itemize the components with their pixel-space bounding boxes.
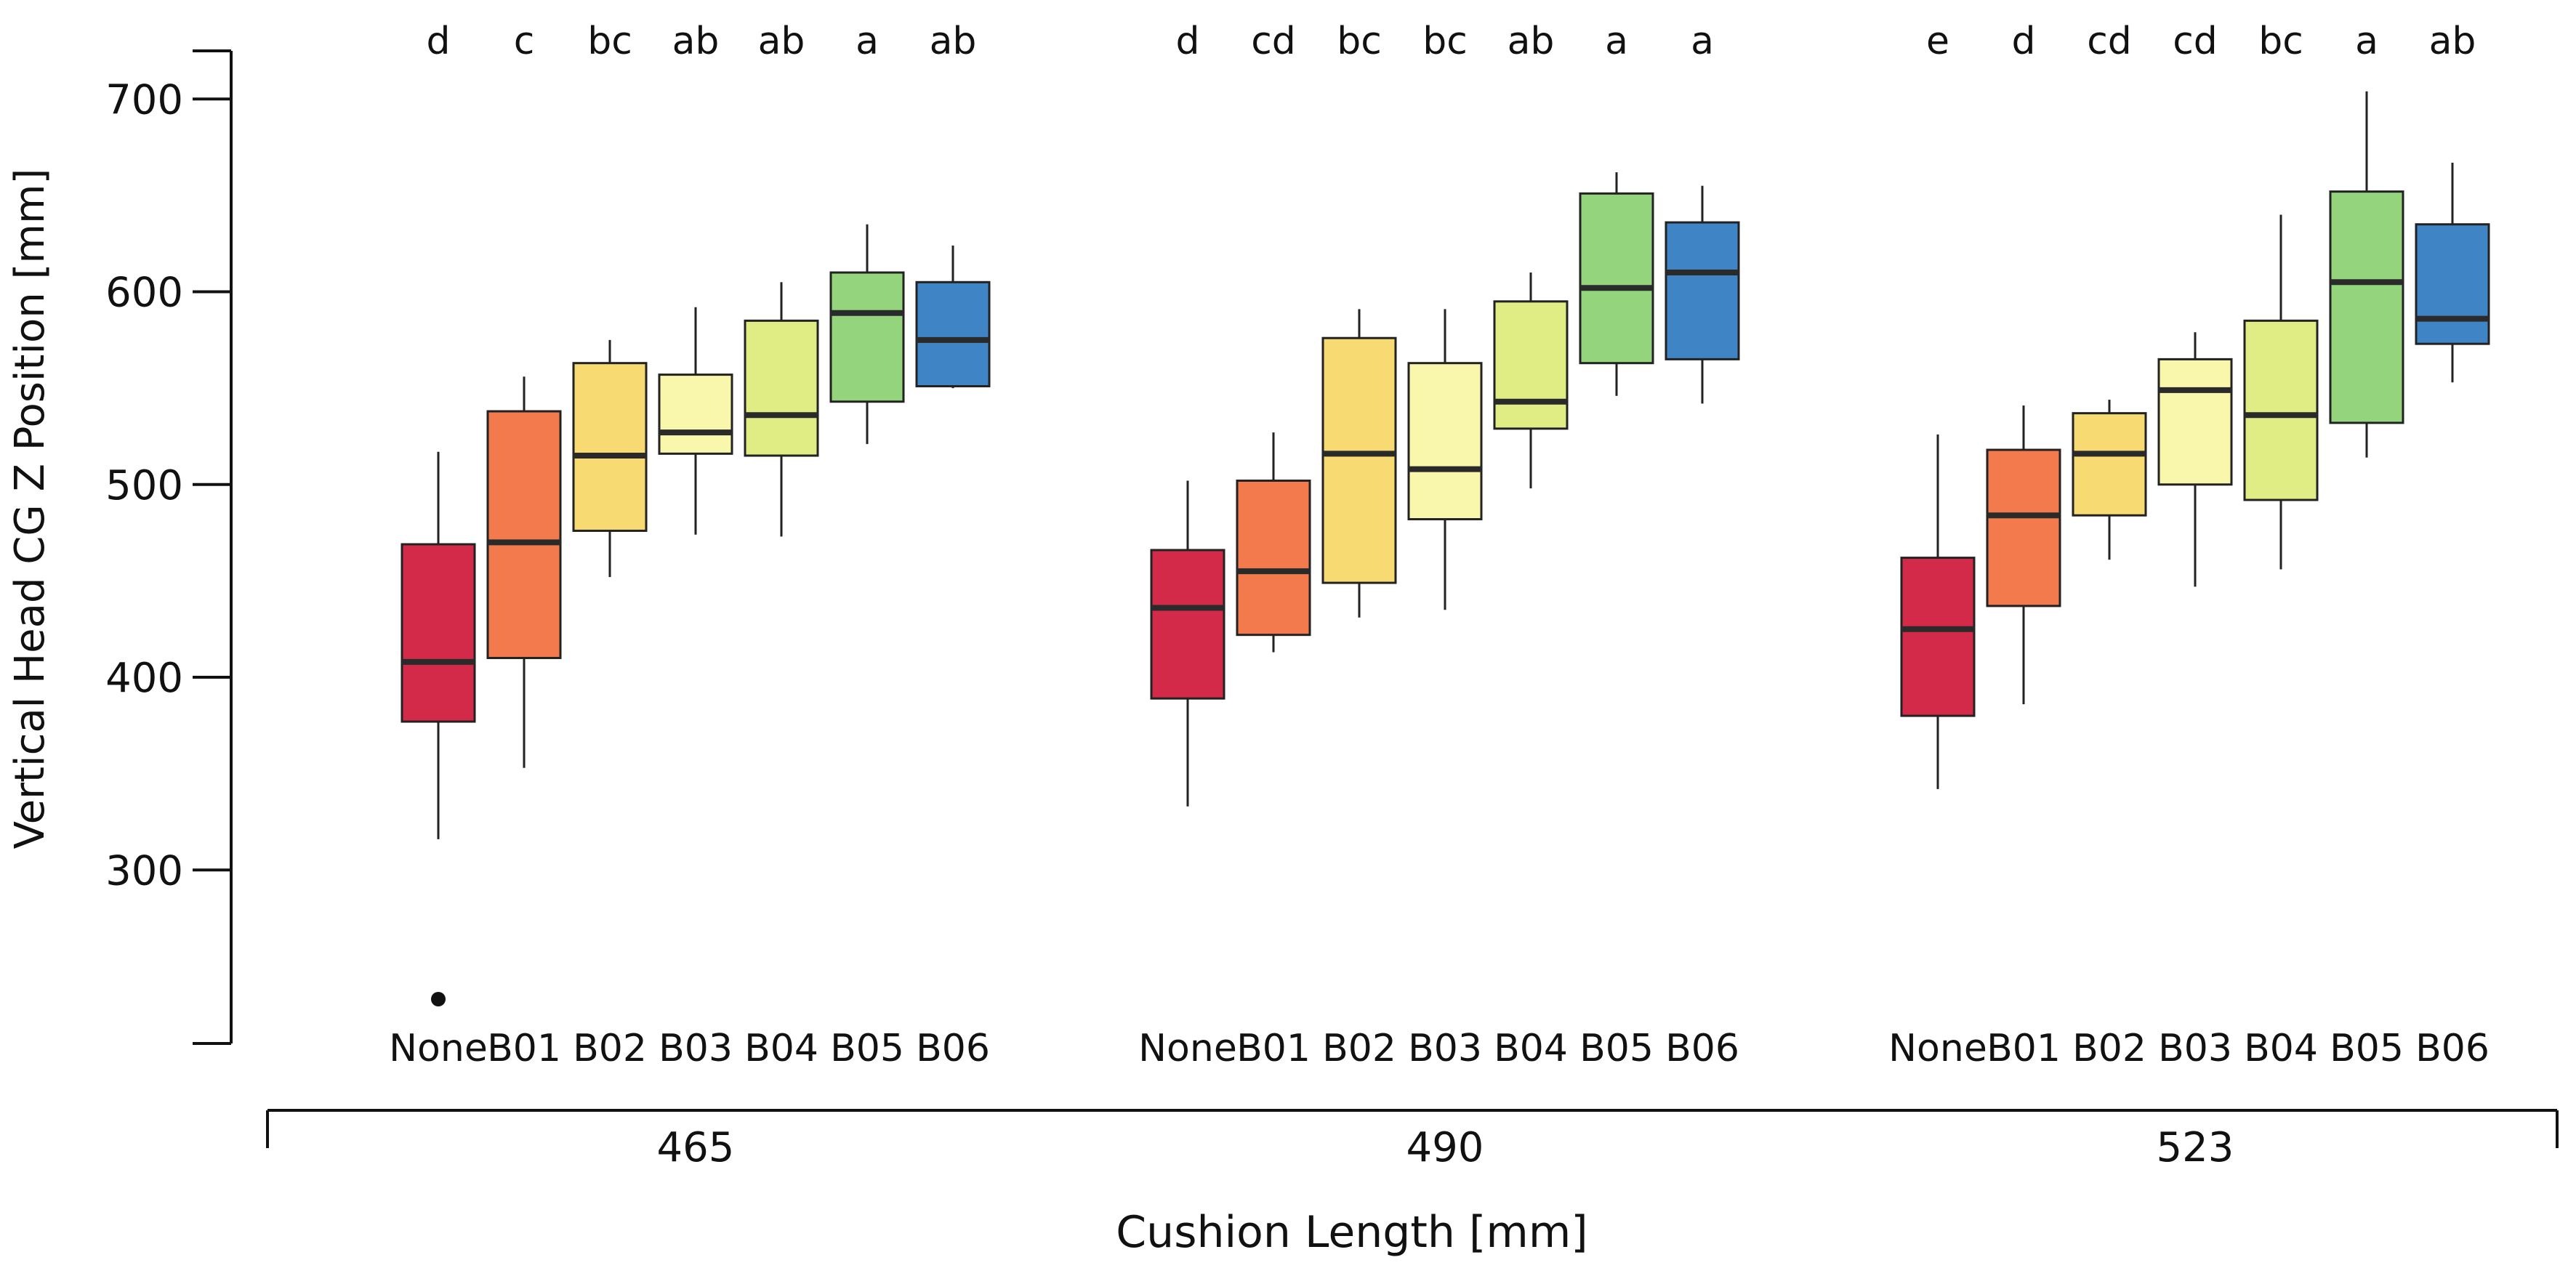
y-tick-label-300: 300 <box>105 847 183 895</box>
category-label-523-b04: B04 <box>2244 1027 2318 1070</box>
significance-letter-490-b03: bc <box>1422 20 1468 63</box>
significance-letter-523-b05: a <box>2355 20 2378 63</box>
significance-letter-465-b04: ab <box>758 20 805 63</box>
significance-letter-465-none: d <box>426 20 450 63</box>
significance-letter-465-b06: ab <box>930 20 977 63</box>
labels-layer: 300 400 500 600 700 465 None d B01 c B02 bc B03 ab B04… <box>105 20 2490 1171</box>
box-523-b03 <box>2157 358 2233 486</box>
category-label-465-b05: B05 <box>830 1027 904 1070</box>
category-label-523-b02: B02 <box>2072 1027 2146 1070</box>
box-465-none-outlier-0 <box>431 991 446 1006</box>
box-490-none <box>1150 549 1225 700</box>
category-label-465-none: None <box>389 1027 488 1070</box>
category-label-490-b03: B03 <box>1408 1027 1482 1070</box>
significance-letter-490-b06: a <box>1691 20 1714 63</box>
box-523-b01 <box>1986 448 2061 607</box>
category-label-465-b02: B02 <box>573 1027 647 1070</box>
significance-letter-490-b01: cd <box>1251 20 1296 63</box>
significance-letter-465-b05: a <box>856 20 879 63</box>
category-label-465-b01: B01 <box>487 1027 561 1070</box>
category-label-465-b04: B04 <box>744 1027 818 1070</box>
group-label-465: 465 <box>657 1124 735 1171</box>
significance-letter-523-none: e <box>1926 20 1949 63</box>
box-490-b04 <box>1493 300 1569 430</box>
box-465-b06 <box>915 280 991 388</box>
box-523-none <box>1900 557 1976 717</box>
box-490-b01 <box>1236 479 1311 637</box>
box-490-b02 <box>1321 336 1397 584</box>
category-label-523-b03: B03 <box>2158 1027 2232 1070</box>
axes-layer <box>193 49 2559 1148</box>
significance-letter-523-b06: ab <box>2429 20 2476 63</box>
box-465-b05 <box>829 271 905 403</box>
category-label-465-b03: B03 <box>659 1027 733 1070</box>
category-label-490-b04: B04 <box>1494 1027 1568 1070</box>
significance-letter-465-b02: bc <box>587 20 632 63</box>
group-label-523: 523 <box>2157 1124 2234 1171</box>
x-axis-title: Cushion Length [mm] <box>1116 1207 1587 1258</box>
box-523-b06 <box>2415 223 2490 345</box>
y-tick-label-600: 600 <box>105 270 183 317</box>
box-465-b02 <box>572 362 648 532</box>
box-465-b04 <box>744 319 819 457</box>
significance-letter-523-b04: bc <box>2258 20 2303 63</box>
category-label-490-b02: B02 <box>1322 1027 1396 1070</box>
category-label-490-b05: B05 <box>1579 1027 1654 1070</box>
category-label-523-b01: B01 <box>1987 1027 2061 1070</box>
significance-letter-465-b01: c <box>514 20 535 63</box>
box-523-b02 <box>2072 412 2147 517</box>
box-523-b04 <box>2243 319 2319 501</box>
box-465-b01 <box>486 410 562 660</box>
group-label-490: 490 <box>1406 1124 1484 1171</box>
significance-letter-490-none: d <box>1175 20 1199 63</box>
significance-letter-490-b04: ab <box>1508 20 1555 63</box>
category-label-523-b05: B05 <box>2330 1027 2404 1070</box>
box-490-b05 <box>1579 192 1654 365</box>
y-tick-label-500: 500 <box>105 462 183 509</box>
box-465-b03 <box>658 373 733 455</box>
significance-letter-523-b03: cd <box>2173 20 2218 63</box>
category-label-465-b06: B06 <box>916 1027 990 1070</box>
significance-letter-490-b05: a <box>1605 20 1628 63</box>
box-465-none <box>401 543 476 723</box>
y-tick-label-700: 700 <box>105 76 183 124</box>
y-tick-label-400: 400 <box>105 655 183 702</box>
category-label-490-b06: B06 <box>1665 1027 1739 1070</box>
box-523-b05 <box>2329 190 2404 424</box>
box-490-b06 <box>1665 221 1740 360</box>
significance-letter-523-b02: cd <box>2087 20 2132 63</box>
category-label-523-none: None <box>1888 1027 1987 1070</box>
box-490-b03 <box>1407 362 1483 521</box>
significance-letter-523-b01: d <box>2011 20 2035 63</box>
category-label-523-b06: B06 <box>2415 1027 2490 1070</box>
significance-letter-490-b02: bc <box>1337 20 1382 63</box>
boxes-layer <box>401 91 2490 1006</box>
category-label-490-none: None <box>1138 1027 1237 1070</box>
significance-letter-465-b03: ab <box>672 20 720 63</box>
category-label-490-b01: B01 <box>1236 1027 1311 1070</box>
y-axis-title: Vertical Head CG Z Position [mm] <box>7 169 54 849</box>
